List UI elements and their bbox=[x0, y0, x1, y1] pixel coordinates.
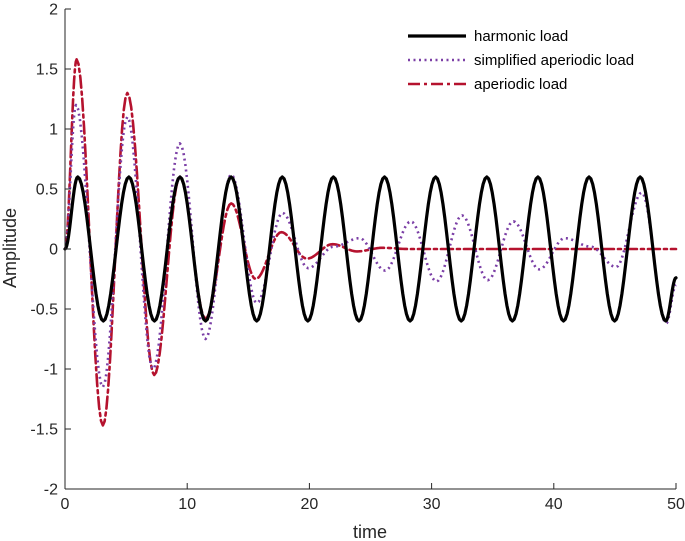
series-line-harmonic-load bbox=[63, 175, 678, 323]
y-axis-label: Amplitude bbox=[0, 208, 20, 288]
y-tick-label: -1 bbox=[44, 362, 58, 379]
legend-label-harmonic-load: harmonic load bbox=[474, 28, 568, 45]
series-line-aperiodic-load bbox=[63, 58, 678, 427]
plot-curves bbox=[63, 58, 678, 427]
x-axis-label: time bbox=[353, 522, 387, 541]
legend: harmonic load simplified aperiodic load ap… bbox=[408, 28, 634, 93]
y-tick-label: 2 bbox=[49, 2, 58, 19]
legend-label-aperiodic-load: aperiodic load bbox=[474, 76, 567, 93]
x-tick-label: 0 bbox=[61, 496, 70, 513]
y-tick-label: -1.5 bbox=[30, 422, 58, 439]
y-tick-label: 0.5 bbox=[36, 182, 58, 199]
y-tick-label: -0.5 bbox=[30, 302, 58, 319]
x-tick-label: 20 bbox=[301, 496, 319, 513]
y-tick-label: 1.5 bbox=[36, 62, 58, 79]
y-tick-label: 0 bbox=[49, 242, 58, 259]
legend-label-simplified-aperiodic-load: simplified aperiodic load bbox=[474, 52, 634, 69]
axis-ticks: 0 10 20 30 40 50 -2 -1.5 -1 -0.5 0 0.5 1 1.5 2 bbox=[30, 2, 685, 514]
x-tick-label: 10 bbox=[178, 496, 196, 513]
x-tick-label: 50 bbox=[667, 496, 685, 513]
y-tick-label: 1 bbox=[49, 122, 58, 139]
y-tick-label: -2 bbox=[44, 482, 58, 499]
x-tick-label: 30 bbox=[423, 496, 441, 513]
x-tick-label: 40 bbox=[545, 496, 563, 513]
